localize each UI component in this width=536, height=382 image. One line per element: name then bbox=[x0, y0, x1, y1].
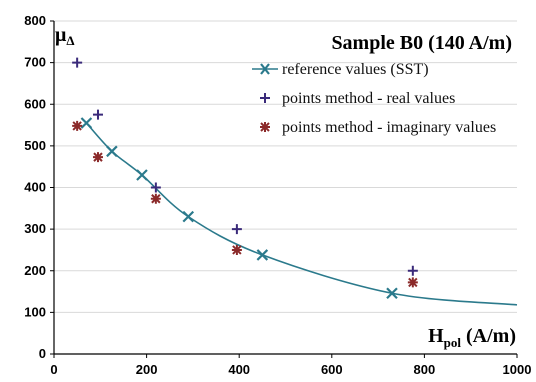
reference-point-1 bbox=[106, 145, 118, 158]
y-tick-label-0: 0 bbox=[39, 346, 46, 361]
x-tick-label-4: 800 bbox=[414, 362, 436, 377]
reference-point-5 bbox=[386, 287, 398, 300]
imaginary-point-0 bbox=[72, 120, 83, 131]
y-tick-label-3: 300 bbox=[24, 221, 46, 236]
x-tick-labels: 0 200 400 600 800 1000 bbox=[50, 354, 531, 377]
series-layer bbox=[72, 57, 518, 306]
x-tick-label-3: 600 bbox=[321, 362, 343, 377]
x-tick-label-0: 0 bbox=[50, 362, 57, 377]
legend-item-imaginary: points method - imaginary values bbox=[260, 119, 496, 136]
x-axis-label: Hpol (A/m) bbox=[428, 325, 516, 350]
x-tick-label-2: 400 bbox=[228, 362, 250, 377]
y-tick-label-6: 600 bbox=[24, 96, 46, 111]
series-line-reference bbox=[85, 122, 518, 306]
y-tick-label-1: 100 bbox=[24, 304, 46, 319]
grid-lines bbox=[54, 20, 517, 313]
real-point-2 bbox=[150, 182, 161, 193]
reference-point-3 bbox=[182, 210, 195, 223]
reference-point-0 bbox=[80, 117, 93, 129]
imaginary-point-3 bbox=[231, 244, 242, 255]
y-tick-label-2: 200 bbox=[24, 263, 46, 278]
x-tick-label-1: 200 bbox=[136, 362, 158, 377]
reference-point-4 bbox=[256, 249, 269, 261]
imaginary-point-1 bbox=[92, 152, 103, 163]
legend-label-reference: reference values (SST) bbox=[282, 61, 429, 78]
y-tick-label-4: 400 bbox=[24, 180, 46, 195]
x-tick-label-5: 1000 bbox=[503, 362, 532, 377]
real-point-3 bbox=[231, 224, 242, 235]
y-tick-label-7: 700 bbox=[24, 55, 46, 70]
imaginary-point-2 bbox=[150, 193, 161, 204]
real-point-4 bbox=[407, 265, 418, 276]
legend-label-real: points method - real values bbox=[282, 90, 455, 107]
reference-point-2 bbox=[136, 169, 148, 181]
y-tick-label-8: 800 bbox=[24, 13, 46, 28]
real-point-1 bbox=[92, 109, 103, 120]
legend: reference values (SST) points method - r… bbox=[252, 61, 496, 136]
y-tick-labels: 0 100 200 300 400 500 600 700 800 bbox=[24, 13, 54, 361]
chart-title: Sample B0 (140 A/m) bbox=[331, 32, 512, 54]
imaginary-point-4 bbox=[407, 277, 418, 288]
legend-item-reference: reference values (SST) bbox=[252, 61, 429, 78]
legend-label-imaginary: points method - imaginary values bbox=[282, 119, 496, 136]
y-tick-label-5: 500 bbox=[24, 138, 46, 153]
legend-item-real: points method - real values bbox=[260, 90, 455, 107]
y-axis-label: μΔ bbox=[55, 24, 75, 48]
real-point-0 bbox=[72, 57, 83, 68]
